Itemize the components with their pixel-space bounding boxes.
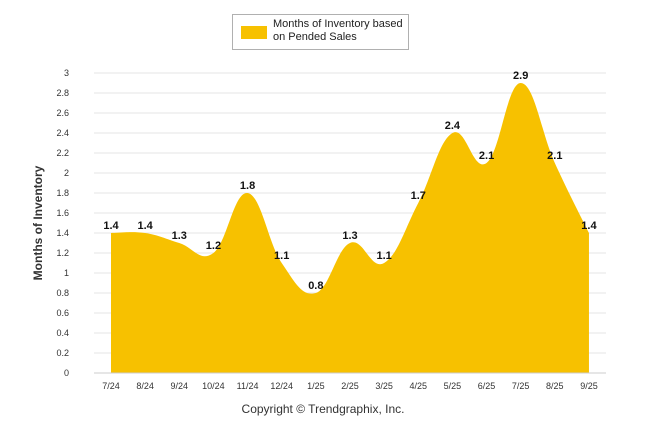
data-label: 0.8	[308, 280, 323, 292]
x-tick-label: 12/24	[270, 381, 293, 391]
y-tick-label: 0.8	[56, 288, 69, 298]
legend-label: Months of Inventory based on Pended Sale…	[273, 18, 403, 43]
legend: Months of Inventory based on Pended Sale…	[232, 14, 409, 50]
y-tick-label: 2.4	[56, 128, 69, 138]
copyright-footer: Copyright © Trendgraphix, Inc.	[241, 402, 405, 416]
data-label: 1.3	[172, 230, 187, 242]
data-label: 1.4	[103, 220, 119, 232]
y-tick-label: 1.8	[56, 188, 69, 198]
y-tick-label: 0.6	[56, 308, 69, 318]
data-label: 1.3	[342, 230, 357, 242]
data-label: 2.1	[479, 150, 494, 162]
legend-swatch	[241, 26, 267, 39]
data-label: 1.4	[137, 220, 153, 232]
x-tick-label: 6/25	[478, 381, 496, 391]
y-tick-label: 2	[64, 168, 69, 178]
y-tick-label: 2.2	[56, 148, 69, 158]
data-labels: 1.4 1.4 1.3 1.2 1.8 1.1 0.8 1.3 1.1 1.7 2.4 2.1 2.9 2…	[103, 70, 597, 292]
y-tick-label: 1.2	[56, 248, 69, 258]
x-tick-label: 2/25	[341, 381, 359, 391]
data-label: 1.1	[274, 250, 289, 262]
data-label: 1.1	[376, 250, 391, 262]
data-label: 2.9	[513, 70, 528, 82]
data-label: 2.1	[547, 150, 562, 162]
x-tick-label: 8/24	[136, 381, 154, 391]
y-axis-title: Months of Inventory	[31, 165, 45, 280]
data-label: 1.2	[206, 240, 221, 252]
y-tick-label: 1.4	[56, 228, 69, 238]
x-tick-label: 10/24	[202, 381, 225, 391]
x-tick-label: 3/25	[375, 381, 393, 391]
x-tick-label: 7/24	[102, 381, 120, 391]
x-tick-label: 9/24	[171, 381, 189, 391]
x-tick-label: 5/25	[444, 381, 462, 391]
y-tick-label: 0	[64, 368, 69, 378]
y-tick-label: 2.6	[56, 108, 69, 118]
y-tick-label: 1.6	[56, 208, 69, 218]
y-axis-tick-labels: 0 0.2 0.4 0.6 0.8 1 1.2 1.4 1.6 1.8 2 2.2 2.4 2.6 2.8 3	[56, 68, 69, 378]
x-tick-label: 11/24	[237, 381, 259, 391]
x-axis-tick-labels: 7/24 8/24 9/24 10/24 11/24 12/24 1/25 2/25 3/25 4…	[102, 381, 597, 391]
y-tick-label: 1	[64, 268, 69, 278]
data-label: 1.7	[411, 190, 426, 202]
y-tick-label: 2.8	[56, 88, 69, 98]
x-tick-label: 7/25	[512, 381, 530, 391]
x-tick-label: 8/25	[546, 381, 564, 391]
y-tick-label: 0.2	[56, 348, 69, 358]
inventory-area-series	[111, 83, 589, 373]
y-tick-label: 3	[64, 68, 69, 78]
data-label: 1.4	[581, 220, 597, 232]
data-label: 2.4	[445, 120, 461, 132]
x-tick-label: 1/25	[307, 381, 325, 391]
data-label: 1.8	[240, 180, 255, 192]
x-tick-label: 4/25	[409, 381, 427, 391]
y-tick-label: 0.4	[56, 328, 69, 338]
x-tick-label: 9/25	[580, 381, 598, 391]
